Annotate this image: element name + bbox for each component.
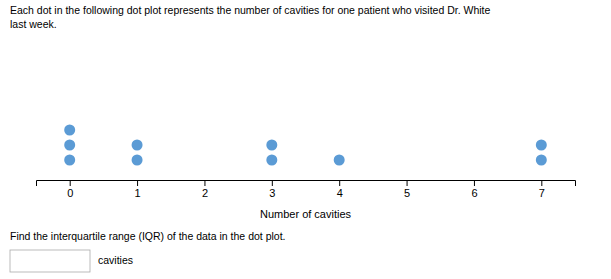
tick: 4 <box>337 180 343 199</box>
tick-label: 2 <box>202 187 208 199</box>
tick: 3 <box>269 180 275 199</box>
dot <box>266 155 277 166</box>
tick-mark <box>339 180 340 186</box>
tick: 1 <box>135 180 141 199</box>
tick: 5 <box>404 180 410 199</box>
dots <box>64 125 547 166</box>
x-axis: 0 1 2 3 4 5 6 7 <box>37 180 576 199</box>
tick: 7 <box>539 180 545 199</box>
answer-label: cavities <box>98 254 133 266</box>
title-line: last week. <box>10 18 57 30</box>
dot <box>132 155 143 166</box>
question: Find the interquartile range (IQR) of th… <box>10 230 286 242</box>
dot <box>132 140 143 151</box>
tick: 6 <box>471 180 477 199</box>
dot <box>64 155 75 166</box>
tick: 2 <box>202 180 208 199</box>
tick-mark <box>204 180 205 186</box>
dot <box>536 140 547 151</box>
title-line: Each dot in the following dot plot repre… <box>10 4 491 16</box>
tick-mark <box>541 180 542 186</box>
tick-label: 5 <box>404 187 410 199</box>
tick-mark <box>137 180 138 186</box>
axis-line <box>37 181 576 187</box>
tick-mark <box>70 180 71 186</box>
chart: Each dot in the following dot plot repre… <box>0 0 611 279</box>
dot <box>334 155 345 166</box>
dot <box>536 155 547 166</box>
tick-mark <box>272 180 273 186</box>
tick-label: 6 <box>471 187 477 199</box>
tick-label: 4 <box>337 187 343 199</box>
tick: 0 <box>67 180 73 199</box>
tick-mark <box>474 180 475 186</box>
tick-label: 3 <box>269 187 275 199</box>
tick-label: 7 <box>539 187 545 199</box>
tick-label: 0 <box>67 187 73 199</box>
tick-label: 1 <box>135 187 141 199</box>
tick-mark <box>407 180 408 186</box>
dot <box>64 125 75 136</box>
dot <box>266 140 277 151</box>
x-axis-label: Number of cavities <box>260 208 352 220</box>
title: Each dot in the following dot plot repre… <box>10 4 491 30</box>
answer-box[interactable] <box>10 250 90 272</box>
dot <box>64 140 75 151</box>
